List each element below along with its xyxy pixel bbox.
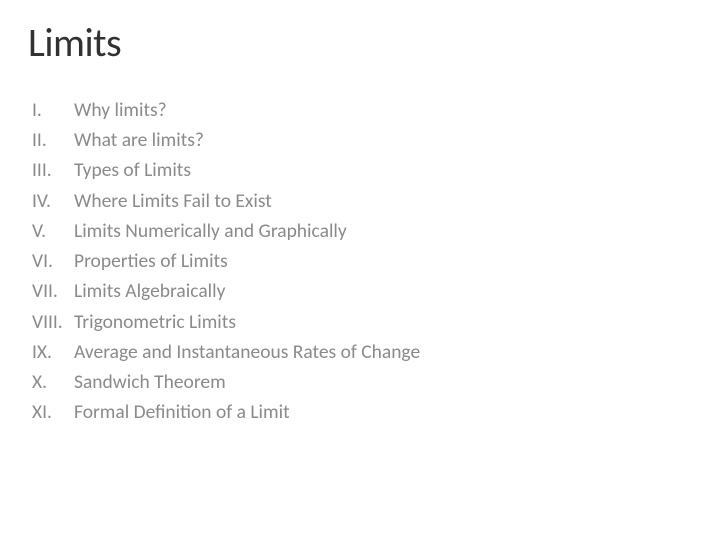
item-numeral: VIII. <box>32 307 74 337</box>
list-item: V. Limits Numerically and Graphically <box>32 216 692 246</box>
item-text: Why limits? <box>74 95 692 125</box>
list-item: X. Sandwich Theorem <box>32 367 692 397</box>
item-numeral: II. <box>32 125 74 155</box>
item-numeral: I. <box>32 95 74 125</box>
item-numeral: V. <box>32 216 74 246</box>
list-item: III. Types of Limits <box>32 155 692 185</box>
item-text: Formal Definition of a Limit <box>74 397 692 427</box>
item-text: Limits Numerically and Graphically <box>74 216 692 246</box>
item-text: Types of Limits <box>74 155 692 185</box>
list-item: VII. Limits Algebraically <box>32 276 692 306</box>
slide-title: Limits <box>28 18 692 67</box>
slide-container: Limits I. Why limits? II. What are limit… <box>0 0 720 540</box>
list-item: XI. Formal Definition of a Limit <box>32 397 692 427</box>
item-text: Average and Instantaneous Rates of Chang… <box>74 337 692 367</box>
item-text: Sandwich Theorem <box>74 367 692 397</box>
item-numeral: IV. <box>32 186 74 216</box>
item-numeral: III. <box>32 155 74 185</box>
item-text: Where Limits Fail to Exist <box>74 186 692 216</box>
list-item: IX. Average and Instantaneous Rates of C… <box>32 337 692 367</box>
list-item: VIII. Trigonometric Limits <box>32 307 692 337</box>
item-text: Limits Algebraically <box>74 276 692 306</box>
item-numeral: XI. <box>32 397 74 427</box>
item-numeral: X. <box>32 367 74 397</box>
item-text: Properties of Limits <box>74 246 692 276</box>
outline-list: I. Why limits? II. What are limits? III.… <box>28 95 692 427</box>
item-text: Trigonometric Limits <box>74 307 692 337</box>
list-item: IV. Where Limits Fail to Exist <box>32 186 692 216</box>
item-numeral: VI. <box>32 246 74 276</box>
list-item: I. Why limits? <box>32 95 692 125</box>
item-numeral: VII. <box>32 276 74 306</box>
item-text: What are limits? <box>74 125 692 155</box>
list-item: VI. Properties of Limits <box>32 246 692 276</box>
item-numeral: IX. <box>32 337 74 367</box>
list-item: II. What are limits? <box>32 125 692 155</box>
